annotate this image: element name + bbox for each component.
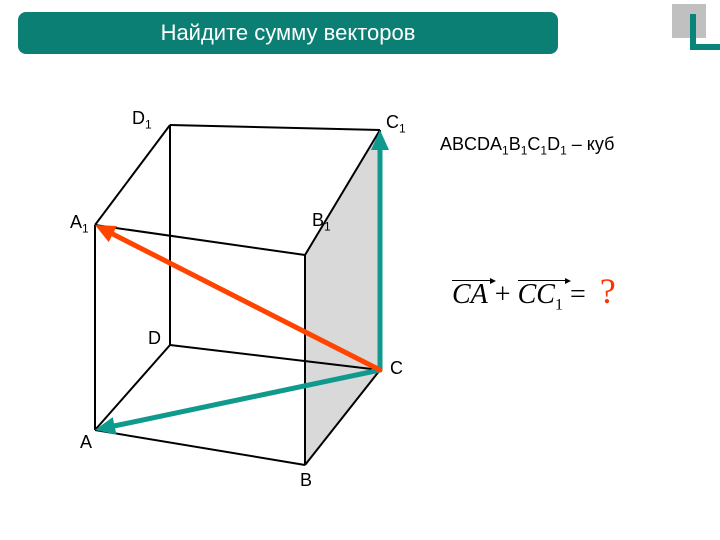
label-B: B xyxy=(300,470,312,491)
vec-CC1: CC1 xyxy=(518,277,563,315)
label-A1: A1 xyxy=(70,212,89,236)
question-mark: ? xyxy=(600,271,616,311)
label-C1: C1 xyxy=(386,112,406,136)
label-C: C xyxy=(390,358,403,379)
label-D1: D1 xyxy=(132,108,152,132)
cube-description: ABCDA1B1C1D1 – куб xyxy=(440,134,614,158)
vec-CA: CA xyxy=(452,277,488,311)
label-B1: B1 xyxy=(312,210,331,234)
vector-formula: CA + CC1 = ? xyxy=(452,270,616,315)
label-D: D xyxy=(148,328,161,349)
label-A: A xyxy=(80,432,92,453)
